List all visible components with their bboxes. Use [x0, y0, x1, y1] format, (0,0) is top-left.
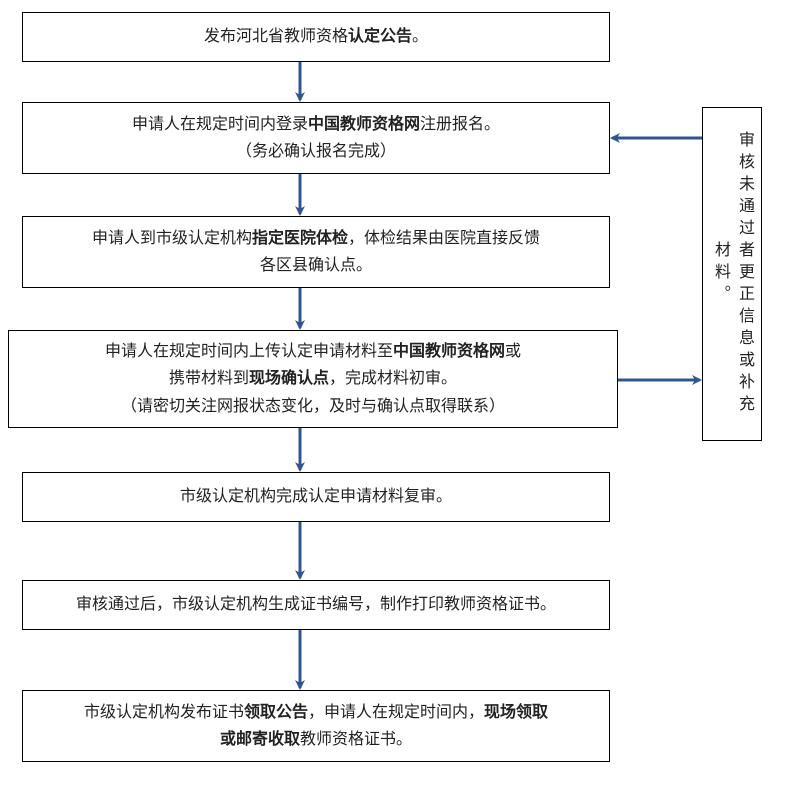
flow-node-3: 申请人到市级认定机构指定医院体检，体检结果由医院直接反馈各区县确认点。 — [22, 216, 610, 288]
node-line: 各区县确认点。 — [260, 252, 372, 279]
flow-node-2: 申请人在规定时间内登录中国教师资格网注册报名。（务必确认报名完成） — [22, 102, 610, 174]
flow-node-1: 发布河北省教师资格认定公告。 — [22, 12, 610, 62]
node-line: （请密切关注网报状态变化，及时与确认点取得联系） — [121, 393, 505, 420]
node-line: 申请人在规定时间内登录中国教师资格网注册报名。 — [132, 111, 500, 138]
node-line: 携带材料到现场确认点，完成材料初审。 — [169, 365, 457, 392]
flow-node-7: 市级认定机构发布证书领取公告，申请人在规定时间内，现场领取或邮寄收取教师资格证书… — [22, 690, 610, 762]
flow-node-4: 申请人在规定时间内上传认定申请材料至中国教师资格网或携带材料到现场确认点，完成材… — [8, 330, 618, 428]
node-line: 市级认定机构发布证书领取公告，申请人在规定时间内，现场领取 — [84, 699, 548, 726]
node-line: 发布河北省教师资格认定公告。 — [204, 23, 428, 50]
flow-node-5: 市级认定机构完成认定申请材料复审。 — [22, 472, 610, 522]
flow-sidebox-feedback: 审核未通过者更正信息或补充材料。 — [702, 107, 762, 441]
node-line: （务必确认报名完成） — [236, 138, 396, 165]
sidebox-text: 审核未通过者更正信息或补充材料。 — [708, 122, 756, 426]
node-line: 市级认定机构完成认定申请材料复审。 — [180, 483, 452, 510]
node-line: 审核通过后，市级认定机构生成证书编号，制作打印教师资格证书。 — [76, 591, 556, 618]
node-line: 申请人在规定时间内上传认定申请材料至中国教师资格网或 — [105, 338, 521, 365]
flow-node-6: 审核通过后，市级认定机构生成证书编号，制作打印教师资格证书。 — [22, 580, 610, 630]
node-line: 申请人到市级认定机构指定医院体检，体检结果由医院直接反馈 — [92, 225, 540, 252]
node-line: 或邮寄收取教师资格证书。 — [220, 726, 412, 753]
